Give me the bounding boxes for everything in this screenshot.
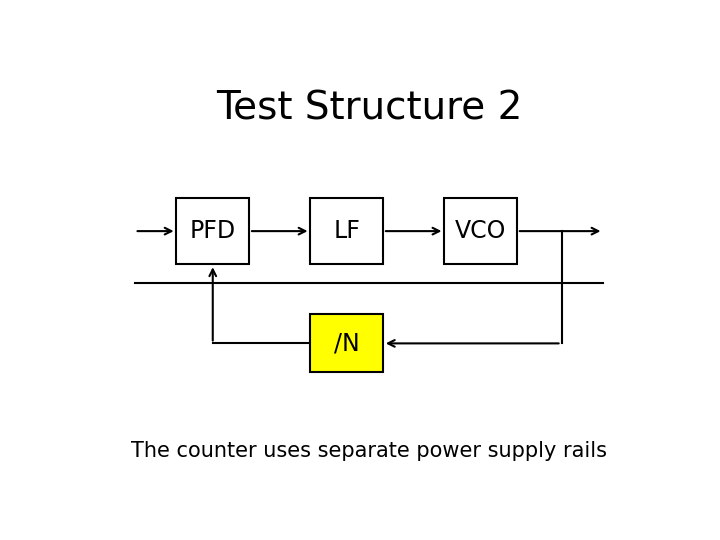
Bar [176,198,249,265]
Text: VCO: VCO [455,219,506,243]
Bar [310,198,383,265]
Text: PFD: PFD [189,219,236,243]
Text: The counter uses separate power supply rails: The counter uses separate power supply r… [131,442,607,462]
Text: Test Structure 2: Test Structure 2 [216,90,522,127]
Text: LF: LF [333,219,360,243]
Bar [444,198,517,265]
Text: /N: /N [334,332,359,355]
Bar [310,314,383,373]
